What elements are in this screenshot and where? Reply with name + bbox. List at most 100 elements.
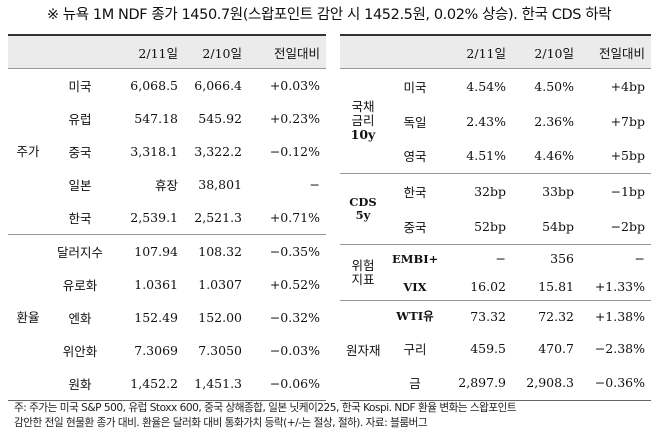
row-label: 유럽 <box>68 112 92 128</box>
cell-value: 2,521.3 <box>194 210 242 225</box>
row-label: 금 <box>409 376 421 392</box>
cell-change: −2bp <box>610 219 645 235</box>
cell-value: 54bp <box>542 219 574 235</box>
cell-value: 7.3069 <box>134 343 178 359</box>
table-row: 영국 4.51% 4.46% +5bp <box>340 138 651 173</box>
group-label-line: 위험 <box>351 257 375 273</box>
group-label-stocks: 주가 <box>16 143 40 159</box>
col-header-change: 전일대비 <box>248 36 326 69</box>
cell-value: 15.81 <box>538 279 574 295</box>
group-label-cds: CDS 5y <box>340 173 386 245</box>
cell-value: 1,452.2 <box>130 376 178 391</box>
cell-value: 7.3050 <box>198 343 242 359</box>
row-label: 미국 <box>68 79 92 95</box>
cell-value: 459.5 <box>470 340 506 356</box>
col-header-date1: 2/11일 <box>112 36 184 69</box>
group-label-line: 지표 <box>351 271 375 287</box>
cell-value: 1.0361 <box>134 277 178 293</box>
cell-change: −0.03% <box>269 343 320 359</box>
table-row: 일본 휴장 38,801 − <box>8 168 326 201</box>
row-label: 구리 <box>403 341 427 357</box>
cell-value: 3,318.1 <box>130 144 178 160</box>
row-label: EMBI+ <box>386 244 444 273</box>
cell-value: − <box>444 244 512 273</box>
cell-value: 2.36% <box>534 113 574 129</box>
row-label: 영국 <box>403 149 427 165</box>
cell-change: +0.52% <box>269 277 320 293</box>
cell-change: +0.71% <box>269 210 320 225</box>
footnote-line: 주: 주가는 미국 S&P 500, 유럽 Stoxx 600, 중국 상해종합… <box>14 402 517 414</box>
group-label-line: 금리 <box>351 113 375 129</box>
rates-risk-commodity-table: 2/11일 2/10일 전일대비 국채 금리 10y 미국 4.54% 4.50… <box>340 36 651 400</box>
cell-change: +7bp <box>610 113 645 129</box>
row-label: 달러지수 <box>48 234 112 269</box>
cell-value: 152.00 <box>198 310 242 326</box>
row-label: 유로화 <box>62 278 98 294</box>
row-label: 위안화 <box>62 344 98 360</box>
stocks-fx-table: 2/11일 2/10일 전일대비 주가 미국 6,068.5 6,066.4 +… <box>8 36 326 400</box>
table-header-row: 2/11일 2/10일 전일대비 <box>8 36 326 69</box>
row-label: 독일 <box>403 114 427 130</box>
cell-change: − <box>580 244 651 273</box>
cell-change: +0.03% <box>269 78 320 94</box>
cell-value: 38,801 <box>198 176 242 192</box>
col-header-change: 전일대비 <box>580 36 651 69</box>
cell-value: 4.50% <box>534 78 574 94</box>
cell-value: 108.32 <box>184 234 248 269</box>
table-row: 원화 1,452.2 1,451.3 −0.06% <box>8 367 326 400</box>
row-label: VIX <box>403 279 427 294</box>
cell-value: 52bp <box>474 219 506 235</box>
cell-value: 4.46% <box>534 148 574 164</box>
cell-value: 4.54% <box>466 78 506 94</box>
cell-value: 107.94 <box>112 234 184 269</box>
group-label-fx: 환율 <box>8 234 48 400</box>
cell-change: +0.23% <box>269 111 320 127</box>
group-label-line: CDS <box>349 195 377 210</box>
table-row: VIX 16.02 15.81 +1.33% <box>340 273 651 301</box>
cell-value: 545.92 <box>198 111 242 127</box>
headline: ※ 뉴욕 1M NDF 종가 1450.7원(스왑포인트 감안 시 1452.5… <box>46 7 612 23</box>
table-header-row: 2/11일 2/10일 전일대비 <box>340 36 651 69</box>
cell-value: 2,539.1 <box>130 210 178 225</box>
table-row: 한국 2,539.1 2,521.3 +0.71% <box>8 201 326 235</box>
cell-change: −1bp <box>580 173 651 210</box>
table-row: 위험 지표 EMBI+ − 356 − <box>340 244 651 301</box>
group-label-commodity: 원자재 <box>340 300 386 400</box>
cell-value: 152.49 <box>134 310 178 326</box>
col-header-date1: 2/11일 <box>444 36 512 69</box>
row-label: 미국 <box>403 79 427 95</box>
table-row: 중국 3,318.1 3,322.2 −0.12% <box>8 135 326 168</box>
cell-change: −0.35% <box>248 234 326 269</box>
cell-value: 547.18 <box>134 111 178 127</box>
cell-value: 356 <box>512 244 580 273</box>
footnote: 주: 주가는 미국 S&P 500, 유럽 Stoxx 600, 중국 상해종합… <box>14 401 650 431</box>
col-header-date0: 2/10일 <box>512 36 580 69</box>
row-label: 한국 <box>386 173 444 210</box>
group-label-line: 국채 <box>351 99 375 115</box>
cell-change: −0.36% <box>594 375 645 391</box>
table-row: 원자재 WTI유 73.32 72.32 +1.38% <box>340 300 651 400</box>
cell-value: 33bp <box>512 173 580 210</box>
footnote-line: 감안한 전일 현물환 종가 대비. 환율은 달러화 대비 통화가치 등락(+/-… <box>14 417 428 429</box>
table-row: 국채 금리 10y 미국 4.54% 4.50% +4bp <box>340 69 651 142</box>
cell-value: 16.02 <box>470 279 506 295</box>
cell-value: 1.0307 <box>198 277 242 293</box>
row-label: 중국 <box>68 145 92 161</box>
table-row: 유럽 547.18 545.92 +0.23% <box>8 102 326 135</box>
row-label: 엔화 <box>68 311 92 327</box>
cell-change: −0.06% <box>269 376 320 391</box>
cell-value: 4.51% <box>466 148 506 164</box>
cell-value: 2.43% <box>466 113 506 129</box>
cell-value: 2,908.3 <box>526 375 574 391</box>
table-row: 엔화 152.49 152.00 −0.32% <box>8 301 326 334</box>
cell-change: − <box>309 176 320 192</box>
row-label: 중국 <box>403 220 427 236</box>
cell-value: 73.32 <box>444 300 512 331</box>
cell-change: +5bp <box>610 148 645 164</box>
right-table-panel: 2/11일 2/10일 전일대비 국채 금리 10y 미국 4.54% 4.50… <box>340 34 651 401</box>
cell-change: +1.33% <box>594 279 645 295</box>
cell-value: 1,451.3 <box>194 376 242 391</box>
table-row: 위안화 7.3069 7.3050 −0.03% <box>8 334 326 367</box>
table-row: 환율 달러지수 107.94 108.32 −0.35% <box>8 234 326 400</box>
cell-value: 470.7 <box>538 340 574 356</box>
